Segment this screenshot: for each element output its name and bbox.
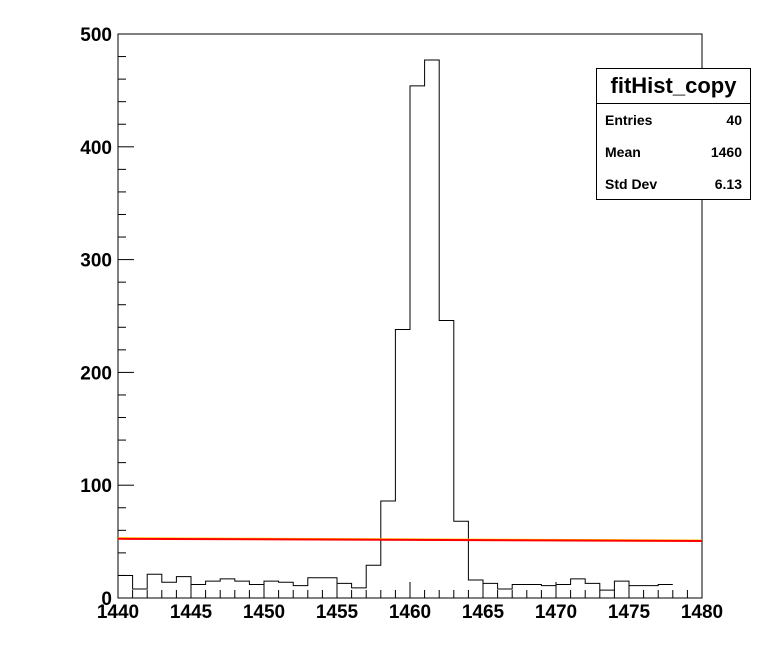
stats-row-stddev: Std Dev 6.13 (597, 168, 750, 200)
x-tick-label: 1465 (462, 602, 505, 623)
x-tick-label: 1445 (170, 602, 213, 623)
stats-stddev-value: 6.13 (714, 176, 742, 192)
stats-row-mean: Mean 1460 (597, 136, 750, 168)
x-tick-label: 1480 (681, 602, 723, 623)
y-axis-tick-labels: 0 100 200 300 400 500 (80, 25, 112, 610)
stats-row-entries: Entries 40 (597, 104, 750, 136)
x-axis-ticks (117, 582, 703, 598)
fit-line-1 (117, 537, 703, 543)
x-tick-label: 1475 (608, 602, 651, 623)
y-tick-label: 300 (80, 251, 112, 272)
stats-title: fitHist_copy (597, 69, 750, 104)
stats-stddev-label: Std Dev (605, 176, 658, 192)
y-tick-label: 0 (101, 589, 112, 610)
fit-lines (117, 537, 703, 543)
x-tick-label: 1455 (316, 602, 359, 623)
stats-mean-value: 1460 (710, 144, 742, 160)
histogram-series (118, 59, 673, 591)
x-tick-label: 1440 (97, 602, 139, 623)
stats-box: fitHist_copy Entries 40 Mean 1460 Std De… (596, 68, 751, 200)
stats-entries-label: Entries (605, 112, 653, 128)
y-tick-label: 200 (80, 363, 112, 384)
x-axis-tick-labels: 1440 1445 1450 1455 1460 1465 1470 1475 1480 (97, 602, 723, 623)
y-axis-ticks (118, 33, 134, 599)
x-tick-label: 1460 (389, 602, 431, 623)
stats-mean-label: Mean (605, 144, 641, 160)
y-tick-label: 100 (80, 476, 112, 497)
y-tick-label: 400 (80, 138, 112, 159)
x-tick-label: 1450 (243, 602, 285, 623)
x-tick-label: 1470 (535, 602, 577, 623)
y-tick-label: 500 (80, 25, 112, 46)
stats-entries-value: 40 (726, 112, 742, 128)
